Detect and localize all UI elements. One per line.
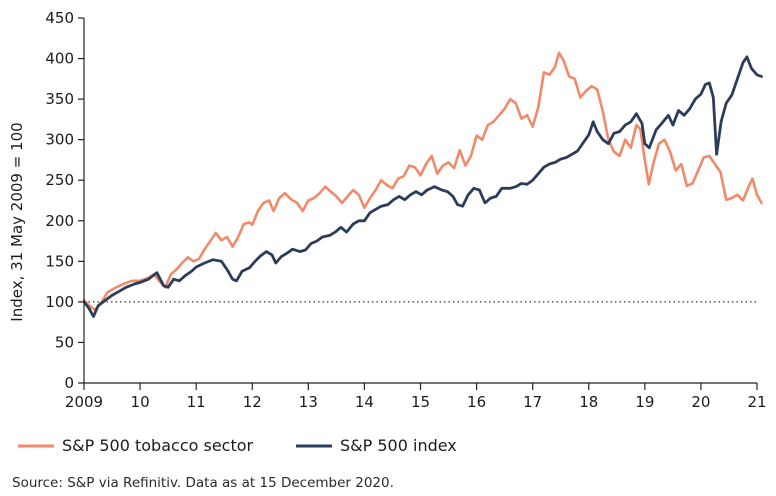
y-tick-label: 450 xyxy=(45,9,74,27)
y-tick-label: 0 xyxy=(64,374,74,392)
y-tick-label: 400 xyxy=(45,50,74,68)
legend-label-index: S&P 500 index xyxy=(340,436,457,455)
tobacco-sector-line xyxy=(82,51,763,312)
y-tick-label: 250 xyxy=(45,171,74,189)
y-tick-label: 50 xyxy=(55,333,74,351)
y-tick-label: 100 xyxy=(45,293,74,311)
y-tick-label: 350 xyxy=(45,90,74,108)
x-tick-label: 15 xyxy=(411,393,430,411)
x-tick-label: 18 xyxy=(579,393,598,411)
x-axis-ticks: 2009 10 11 12 13 14 15 16 17 18 19 20 21 xyxy=(65,383,767,411)
x-tick-label: 14 xyxy=(355,393,374,411)
x-tick-label: 17 xyxy=(523,393,542,411)
legend: S&P 500 tobacco sector S&P 500 index xyxy=(18,436,457,455)
x-tick-label: 20 xyxy=(691,393,710,411)
y-tick-label: 200 xyxy=(45,212,74,230)
x-tick-label: 13 xyxy=(299,393,318,411)
x-tick-label: 2009 xyxy=(65,393,103,411)
x-tick-label: 19 xyxy=(635,393,654,411)
x-tick-label: 12 xyxy=(243,393,262,411)
y-tick-label: 300 xyxy=(45,131,74,149)
y-tick-label: 150 xyxy=(45,252,74,270)
x-tick-label: 16 xyxy=(467,393,486,411)
x-tick-label: 11 xyxy=(187,393,206,411)
sp500-index-line xyxy=(82,55,763,318)
x-tick-label: 10 xyxy=(131,393,150,411)
series-lines xyxy=(82,51,763,318)
y-axis-ticks: 0 50 100 150 200 250 300 350 400 450 xyxy=(45,9,84,392)
y-axis-title: Index, 31 May 2009 = 100 xyxy=(8,122,26,321)
legend-label-tobacco: S&P 500 tobacco sector xyxy=(62,436,254,455)
source-note: Source: S&P via Refinitiv. Data as at 15… xyxy=(12,475,394,491)
x-tick-label: 21 xyxy=(747,393,766,411)
